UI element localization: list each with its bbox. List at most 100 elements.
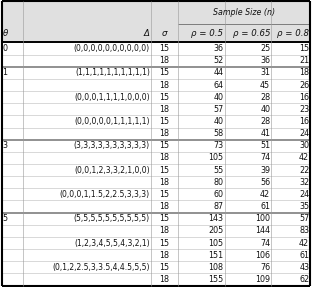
Bar [2,1,310,42]
Text: 1: 1 [2,68,7,77]
Text: 3: 3 [2,141,7,150]
Text: θ: θ [3,29,8,38]
Text: 18: 18 [299,68,309,77]
Text: 22: 22 [299,166,309,174]
Text: (0,0,0,0,0,0,0,0,0,0): (0,0,0,0,0,0,0,0,0,0) [74,44,150,53]
Text: 24: 24 [299,129,309,138]
Text: 64: 64 [213,81,223,90]
Text: 39: 39 [260,166,270,174]
Text: 18: 18 [159,81,169,90]
Text: σ: σ [162,29,167,38]
Text: 40: 40 [260,105,270,114]
Text: 106: 106 [255,251,270,260]
Text: 87: 87 [213,202,223,211]
Text: 61: 61 [260,202,270,211]
Text: 16: 16 [299,117,309,126]
Text: 5: 5 [2,214,7,223]
Text: (0,1,2,2.5,3,3.5,4,4.5,5,5): (0,1,2,2.5,3,3.5,4,4.5,5,5) [52,263,150,272]
Text: 28: 28 [260,117,270,126]
Text: 57: 57 [299,214,309,223]
Text: 74: 74 [260,154,270,162]
Text: 15: 15 [159,190,169,199]
Text: 15: 15 [159,68,169,77]
Text: 18: 18 [159,129,169,138]
Text: 43: 43 [299,263,309,272]
Text: 155: 155 [208,275,223,284]
Text: 15: 15 [159,238,169,247]
Text: 45: 45 [260,81,270,90]
Text: 58: 58 [213,129,223,138]
Text: 36: 36 [213,44,223,53]
Text: 18: 18 [159,251,169,260]
Text: ρ = 0.8: ρ = 0.8 [277,29,309,38]
Text: 62: 62 [299,275,309,284]
Text: 15: 15 [159,141,169,150]
Text: 51: 51 [260,141,270,150]
Text: 144: 144 [255,226,270,235]
Text: 40: 40 [213,93,223,102]
Text: 109: 109 [255,275,270,284]
Text: 18: 18 [159,105,169,114]
Text: 73: 73 [213,141,223,150]
Text: (0,0,1,2,3,3,2,1,0,0): (0,0,1,2,3,3,2,1,0,0) [74,166,150,174]
Text: 83: 83 [299,226,309,235]
Text: 108: 108 [208,263,223,272]
Text: 105: 105 [208,154,223,162]
Text: 28: 28 [260,93,270,102]
Text: 80: 80 [213,178,223,187]
Text: 57: 57 [213,105,223,114]
Text: 15: 15 [159,166,169,174]
Text: 15: 15 [159,214,169,223]
Text: 18: 18 [159,226,169,235]
Text: 16: 16 [299,93,309,102]
Text: 26: 26 [299,81,309,90]
Text: 0: 0 [2,44,7,53]
Text: 18: 18 [159,178,169,187]
Text: 21: 21 [299,56,309,65]
Text: 40: 40 [213,117,223,126]
Text: 74: 74 [260,238,270,247]
Text: 100: 100 [255,214,270,223]
Text: 15: 15 [159,93,169,102]
Text: 25: 25 [260,44,270,53]
Text: 18: 18 [159,202,169,211]
Text: (5,5,5,5,5,5,5,5,5,5): (5,5,5,5,5,5,5,5,5,5) [74,214,150,223]
Text: (1,2,3,4,5,5,4,3,2,1): (1,2,3,4,5,5,4,3,2,1) [74,238,150,247]
Text: 42: 42 [299,238,309,247]
Text: 24: 24 [299,190,309,199]
Text: Sample Size (n): Sample Size (n) [213,8,275,17]
Text: 55: 55 [213,166,223,174]
Text: Δ: Δ [144,29,150,38]
Text: 23: 23 [299,105,309,114]
Text: (0,0,0,0,0,1,1,1,1,1): (0,0,0,0,0,1,1,1,1,1) [74,117,150,126]
Text: (3,3,3,3,3,3,3,3,3,3): (3,3,3,3,3,3,3,3,3,3) [74,141,150,150]
Text: 41: 41 [260,129,270,138]
Text: 32: 32 [299,178,309,187]
Text: 15: 15 [299,44,309,53]
Text: 36: 36 [260,56,270,65]
Text: 15: 15 [159,117,169,126]
Text: 205: 205 [208,226,223,235]
Text: 60: 60 [213,190,223,199]
Text: 56: 56 [260,178,270,187]
Text: 61: 61 [299,251,309,260]
Text: 52: 52 [213,56,223,65]
Text: 18: 18 [159,154,169,162]
Text: (0,0,0,1,1.5,2,2.5,3,3,3): (0,0,0,1,1.5,2,2.5,3,3,3) [60,190,150,199]
Text: 31: 31 [260,68,270,77]
Text: (1,1,1,1,1,1,1,1,1,1): (1,1,1,1,1,1,1,1,1,1) [75,68,150,77]
Text: ρ = 0.65: ρ = 0.65 [233,29,270,38]
Text: 151: 151 [208,251,223,260]
Text: 105: 105 [208,238,223,247]
Text: 42: 42 [299,154,309,162]
Text: 143: 143 [208,214,223,223]
Text: ρ = 0.5: ρ = 0.5 [191,29,223,38]
Text: 15: 15 [159,263,169,272]
Text: (0,0,0,1,1,1,1,0,0,0): (0,0,0,1,1,1,1,0,0,0) [74,93,150,102]
Text: 42: 42 [260,190,270,199]
Text: 76: 76 [260,263,270,272]
Text: 35: 35 [299,202,309,211]
Text: 30: 30 [299,141,309,150]
Text: 15: 15 [159,44,169,53]
Text: 44: 44 [213,68,223,77]
